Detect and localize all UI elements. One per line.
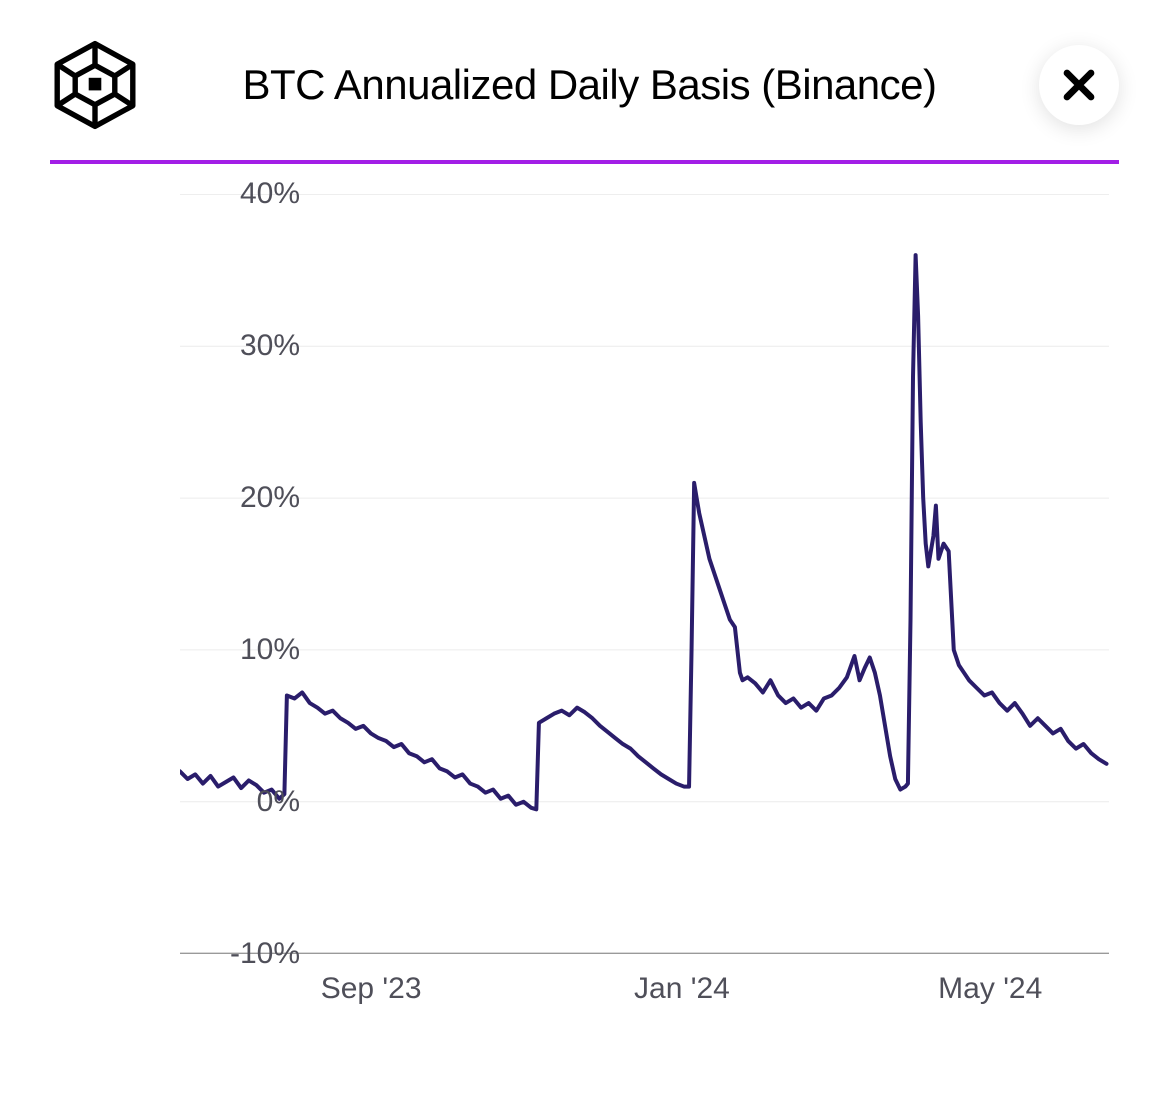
y-axis-label: 30% [200,329,300,363]
brand-logo-icon [50,40,140,130]
y-axis-label: 20% [200,481,300,515]
plot-wrap: 40%30%20%10%0%-10%Sep '23Jan '24May '24 [180,194,1109,954]
chart-area: 40%30%20%10%0%-10%Sep '23Jan '24May '24 [50,194,1119,1024]
card-header: BTC Annualized Daily Basis (Binance) [50,40,1119,160]
close-icon [1061,67,1097,103]
y-axis-label: 40% [200,177,300,211]
accent-divider [50,160,1119,164]
close-button[interactable] [1039,45,1119,125]
x-axis-label: Jan '24 [634,972,730,1006]
line-chart [180,194,1109,954]
y-axis-label: 0% [200,785,300,819]
chart-title: BTC Annualized Daily Basis (Binance) [170,61,1009,109]
y-axis-label: 10% [200,633,300,667]
x-axis-label: May '24 [938,972,1042,1006]
y-axis-label: -10% [200,937,300,971]
x-axis-label: Sep '23 [321,972,422,1006]
chart-card: BTC Annualized Daily Basis (Binance) 40%… [0,0,1169,1084]
